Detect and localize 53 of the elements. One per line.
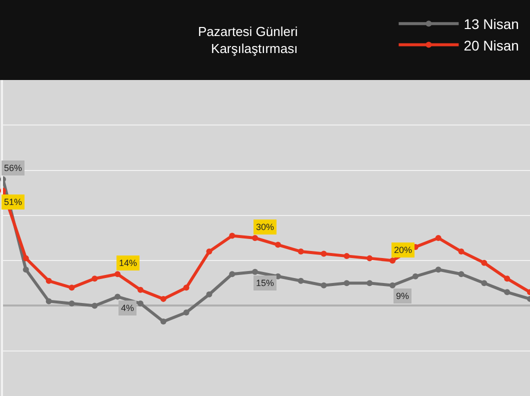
point (92, 276, 98, 282)
point (366, 255, 373, 262)
point (504, 289, 510, 296)
point (206, 291, 212, 298)
data-label: 56% (4, 163, 22, 173)
point (390, 282, 396, 288)
data-label: 14% (119, 258, 138, 268)
point (458, 271, 464, 278)
point (412, 273, 418, 280)
point (504, 276, 510, 282)
point (22, 266, 29, 273)
point (114, 294, 121, 300)
point (435, 235, 442, 241)
point (274, 242, 281, 248)
point (68, 284, 75, 291)
data-label: 51% (4, 197, 22, 207)
point (344, 280, 350, 286)
point (252, 268, 258, 275)
point (68, 300, 75, 306)
point (183, 284, 190, 291)
point (46, 278, 52, 284)
point (320, 282, 327, 288)
point (458, 248, 464, 255)
point (46, 298, 52, 304)
point (160, 318, 166, 325)
point (481, 260, 488, 266)
legend-label: 20 Nisan (464, 37, 519, 54)
data-label: 9% (396, 291, 410, 301)
point (481, 280, 488, 286)
point (390, 258, 396, 264)
point (160, 296, 166, 302)
data-label: 15% (256, 278, 274, 288)
data-label: 4% (121, 303, 134, 313)
data-label: 20% (394, 245, 412, 255)
point (366, 280, 373, 286)
point (320, 250, 327, 257)
point (206, 248, 212, 255)
point (298, 278, 304, 284)
data-label: 30% (256, 222, 274, 232)
point (252, 235, 258, 241)
point (229, 232, 236, 239)
point (114, 271, 121, 278)
chart-title: Pazartesi Günleri Karşılaştırması (198, 24, 298, 56)
point (298, 248, 304, 255)
point (229, 271, 236, 278)
point (344, 253, 350, 260)
point (22, 255, 29, 262)
point (137, 300, 144, 306)
legend-label: 13 Nisan (464, 16, 519, 32)
point (92, 302, 98, 309)
point (137, 286, 144, 293)
point (183, 309, 190, 316)
point (435, 266, 442, 273)
